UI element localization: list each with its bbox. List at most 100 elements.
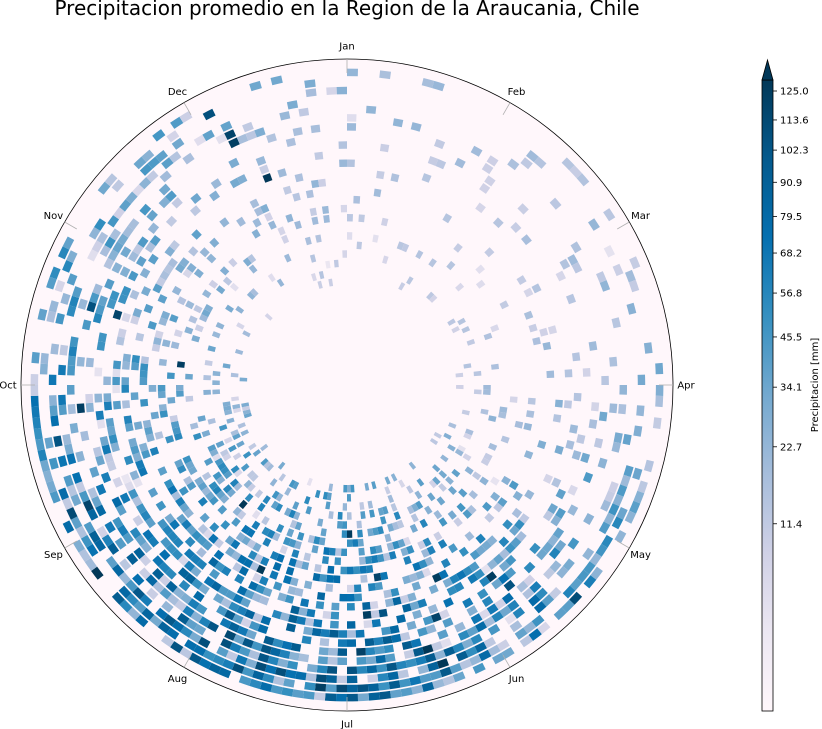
heatmap-cell (314, 151, 324, 160)
heatmap-cell (406, 276, 414, 285)
heatmap-cell (123, 415, 133, 425)
heatmap-cell (204, 457, 214, 466)
heatmap-cell (390, 473, 398, 482)
heatmap-cell (384, 653, 396, 663)
heatmap-cell (498, 536, 510, 548)
heatmap-cell (356, 241, 362, 250)
heatmap-cell (408, 461, 417, 470)
heatmap-cell (66, 453, 77, 465)
heatmap-cell (628, 279, 640, 293)
heatmap-cell (59, 344, 69, 356)
heatmap-cell (204, 360, 213, 366)
heatmap-cell (123, 455, 134, 466)
heatmap-cell (294, 559, 303, 569)
heatmap-cell (499, 548, 510, 560)
heatmap-cell (406, 620, 417, 631)
heatmap-cell (76, 403, 85, 414)
heatmap-cell (103, 401, 112, 411)
heatmap-cell (85, 357, 94, 368)
heatmap-cell (217, 504, 228, 515)
heatmap-cell (305, 189, 314, 199)
heatmap-cell (367, 583, 376, 592)
heatmap-cell (104, 236, 116, 249)
heatmap-cell (588, 218, 600, 231)
heatmap-cell (417, 664, 430, 675)
heatmap-cell (260, 458, 269, 466)
heatmap-cell (232, 593, 244, 604)
heatmap-cell (105, 417, 115, 428)
heatmap-cell (174, 599, 187, 612)
heatmap-cell (531, 283, 542, 294)
heatmap-cell (626, 302, 637, 315)
heatmap-cell (553, 607, 567, 621)
heatmap-cell (624, 510, 636, 524)
heatmap-cell (214, 561, 225, 572)
heatmap-cell (399, 678, 411, 688)
heatmap-cell (54, 279, 66, 293)
heatmap-cell (462, 453, 472, 462)
heatmap-cell (512, 607, 525, 619)
heatmap-cell (643, 342, 653, 354)
heatmap-cell (407, 592, 417, 602)
heatmap-cell (440, 454, 449, 463)
heatmap-cell (165, 190, 177, 202)
heatmap-cell (209, 522, 220, 533)
heatmap-cell (215, 133, 228, 145)
heatmap-cell (304, 617, 315, 627)
heatmap-cell (32, 417, 42, 429)
heatmap-cell (101, 534, 114, 547)
heatmap-cell (504, 612, 517, 625)
heatmap-cell (234, 573, 245, 585)
heatmap-cell (567, 504, 579, 516)
heatmap-cell (270, 684, 283, 695)
heatmap-cell (487, 623, 501, 636)
heatmap-cell (106, 460, 117, 472)
heatmap-cell (439, 666, 453, 678)
heatmap-cell (58, 404, 67, 416)
heatmap-cell (290, 605, 300, 615)
heatmap-cell (262, 673, 275, 684)
heatmap-cell (508, 480, 519, 491)
heatmap-cell (491, 578, 503, 590)
heatmap-cell (170, 341, 180, 350)
heatmap-cell (40, 459, 51, 473)
heatmap-cell (274, 667, 287, 677)
heatmap-cell (412, 609, 423, 620)
heatmap-cell (132, 477, 143, 488)
heatmap-cell (393, 511, 401, 521)
heatmap-cell (187, 598, 200, 610)
heatmap-cell (320, 528, 327, 537)
month-label-dec: Dec (168, 87, 187, 98)
heatmap-cell (543, 473, 553, 484)
heatmap-cell (285, 213, 294, 223)
heatmap-cell (193, 623, 207, 636)
heatmap-cell (37, 449, 48, 462)
heatmap-cell (231, 663, 245, 674)
heatmap-cell (486, 535, 498, 546)
heatmap-cell (419, 518, 428, 528)
heatmap-cell (119, 199, 132, 212)
heatmap-cell (470, 633, 483, 645)
heatmap-cell (400, 547, 409, 557)
heatmap-cell (629, 500, 641, 514)
heatmap-cell (260, 615, 272, 626)
heatmap-cell (272, 532, 281, 542)
heatmap-cell (31, 351, 40, 364)
heatmap-cell (220, 120, 233, 132)
heatmap-cell (523, 287, 534, 298)
heatmap-cell (112, 476, 123, 488)
heatmap-cell (183, 475, 193, 486)
heatmap-cell (112, 368, 121, 378)
heatmap-cell (104, 521, 116, 534)
heatmap-cell (152, 129, 166, 142)
heatmap-cell (279, 612, 290, 622)
heatmap-cell (184, 572, 196, 585)
heatmap-cell (95, 410, 105, 421)
heatmap-cell (35, 438, 45, 451)
heatmap-cell (249, 561, 260, 572)
heatmap-cell (118, 571, 131, 585)
heatmap-cell (483, 616, 496, 628)
heatmap-cell (622, 433, 632, 446)
heatmap-cell (273, 581, 283, 591)
heatmap-cell (62, 433, 72, 446)
